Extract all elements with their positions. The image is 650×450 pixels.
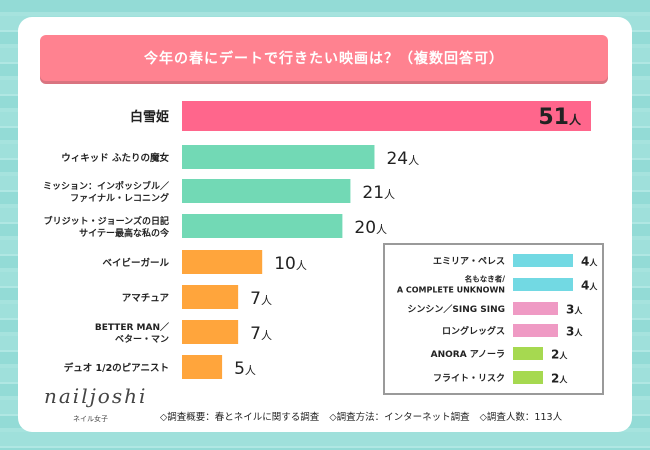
inset-value-label-5: 2人 <box>551 372 568 386</box>
brand-logo: nailjoshi <box>44 384 148 408</box>
category-label-5: アマチュア <box>122 293 170 304</box>
category-label-2-line2: ファイナル・レコニング <box>70 192 169 204</box>
inset-category-label-2: シンシン／SING SING <box>407 304 505 315</box>
category-label-4: ベイビーガール <box>102 257 169 269</box>
inset-category-label-5: フライト・リスク <box>433 373 505 384</box>
value-label-5: 7人 <box>250 289 272 309</box>
bar-7 <box>182 355 223 379</box>
value-label-7: 5人 <box>234 359 256 379</box>
category-label-3-line2: サイテー最高な私の今 <box>79 227 170 239</box>
bar-1 <box>182 145 375 169</box>
value-label-4: 10人 <box>274 254 307 274</box>
inset-bar-3 <box>513 324 558 337</box>
inset-value-label-4: 2人 <box>551 348 568 362</box>
category-label-0: 白雪姫 <box>130 109 169 125</box>
value-label-3: 20人 <box>354 218 387 238</box>
footer-method: ◇調査方法：インターネット調査 <box>329 412 470 423</box>
category-label-7: デュオ 1/2のピアニスト <box>64 362 169 374</box>
bar-5 <box>182 285 239 309</box>
inset-value-label-3: 3人 <box>566 325 583 339</box>
bar-0 <box>182 101 591 131</box>
category-label-3-line1: ブリジット・ジョーンズの日記 <box>44 215 169 227</box>
inset-category-label-4: ANORA アノーラ <box>431 349 505 360</box>
footer-count: ◇調査人数：113人 <box>479 412 563 423</box>
inset-bar-1 <box>513 278 573 291</box>
inset-box <box>383 243 604 395</box>
category-label-1: ウィキッド ふたりの魔女 <box>61 152 169 164</box>
brand-subtitle: ネイル女子 <box>73 415 108 423</box>
inset-category-label-1-line2: A COMPLETE UNKNOWN <box>397 286 505 295</box>
bar-6 <box>182 320 239 344</box>
inset-value-label-0: 4人 <box>581 255 598 269</box>
value-label-0: 51人 <box>538 105 582 130</box>
inset-bar-4 <box>513 347 543 360</box>
survey-footer: ◇調査概要：春とネイルに関する調査 ◇調査方法：インターネット調査 ◇調査人数：… <box>160 409 562 423</box>
footer-summary: ◇調査概要：春とネイルに関する調査 <box>160 412 320 423</box>
inset-category-label-0: エミリア・ペレス <box>433 256 505 267</box>
inset-category-label-3: ロングレッグス <box>442 325 505 337</box>
inset-bar-2 <box>513 302 558 315</box>
value-label-2: 21人 <box>362 183 395 203</box>
inset-value-label-2: 3人 <box>566 303 583 317</box>
inset-bar-5 <box>513 371 543 384</box>
inset-category-label-1-line1: 名もなき者/ <box>465 274 505 284</box>
category-label-2-line1: ミッション：インポッシブル／ <box>43 180 169 192</box>
bar-4 <box>182 250 263 274</box>
value-label-1: 24人 <box>386 149 419 169</box>
chart-title: 今年の春にデートで行きたい映画は？（複数回答可） <box>40 35 608 81</box>
category-label-6-line1: BETTER MAN／ <box>95 322 169 333</box>
value-label-6: 7人 <box>250 324 272 344</box>
category-label-6-line2: ベター・マン <box>115 333 169 345</box>
inset-bar-0 <box>513 254 573 267</box>
inset-value-label-1: 4人 <box>581 279 598 293</box>
bar-2 <box>182 179 351 203</box>
bar-3 <box>182 214 343 238</box>
